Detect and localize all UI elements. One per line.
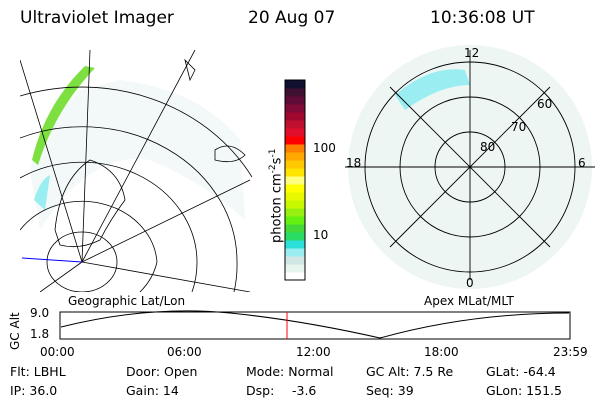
mlat-label-80: 80 bbox=[480, 140, 496, 154]
ytick-9: 9.0 bbox=[30, 306, 50, 320]
geographic-label: Geographic Lat/Lon bbox=[68, 294, 186, 308]
colorbar-swatch bbox=[285, 208, 305, 217]
seq-info: Seq: 39 bbox=[366, 383, 414, 398]
geographic-map bbox=[20, 50, 252, 292]
colorbar-swatch bbox=[285, 176, 305, 185]
date-label: 20 Aug 07 bbox=[248, 8, 336, 28]
mlat-label-60: 60 bbox=[537, 97, 553, 111]
colorbar-swatch bbox=[285, 112, 305, 121]
colorbar-swatch bbox=[285, 256, 305, 265]
apex-label: Apex MLat/MLT bbox=[424, 294, 514, 308]
mlt-label-6: 6 bbox=[578, 156, 586, 170]
gc-alt-axis-label: GC Alt bbox=[8, 312, 22, 350]
colorbar-swatch bbox=[285, 184, 305, 193]
gc-alt-info: GC Alt: 7.5 Re bbox=[366, 364, 454, 379]
colorbar bbox=[285, 80, 305, 281]
glat-info: GLat: -64.4 bbox=[486, 364, 556, 379]
colorbar-label: photon cm-2s-1 bbox=[268, 148, 285, 243]
gain-info: Gain: 14 bbox=[126, 383, 179, 398]
mlt-label-12: 12 bbox=[464, 46, 480, 60]
colorbar-swatch bbox=[285, 264, 305, 273]
xtick-0600: 06:00 bbox=[167, 345, 202, 359]
time-label: 10:36:08 UT bbox=[430, 8, 535, 28]
auroral-oval-emission bbox=[32, 66, 95, 165]
colorbar-swatch bbox=[285, 248, 305, 257]
door-info: Door: Open bbox=[126, 364, 198, 379]
colorbar-swatch bbox=[285, 240, 305, 249]
mlt-label-0: 0 bbox=[466, 276, 474, 290]
colorbar-swatch bbox=[285, 128, 305, 137]
dsp-label: Dsp: bbox=[246, 383, 275, 398]
mode-info: Mode: Normal bbox=[246, 364, 334, 379]
colorbar-swatch bbox=[285, 192, 305, 201]
altitude-timeline bbox=[59, 311, 571, 340]
xtick-1200: 12:00 bbox=[296, 345, 331, 359]
colorbar-swatch bbox=[285, 144, 305, 153]
colorbar-swatch bbox=[285, 168, 305, 177]
xtick-2359: 23:59 bbox=[553, 345, 588, 359]
colorbar-swatch bbox=[285, 160, 305, 169]
colorbar-swatch bbox=[285, 200, 305, 209]
dsp-value: -3.6 bbox=[292, 383, 317, 398]
colorbar-swatch bbox=[285, 136, 305, 145]
instrument-title: Ultraviolet Imager bbox=[20, 8, 174, 28]
mlat-label-70: 70 bbox=[511, 120, 527, 134]
altitude-curve bbox=[60, 310, 570, 339]
colorbar-swatch bbox=[285, 232, 305, 241]
colorbar-tick-10: 10 bbox=[313, 228, 329, 242]
colorbar-swatch bbox=[285, 216, 305, 225]
colorbar-swatch bbox=[285, 120, 305, 129]
polar-mlat-mlt-plot bbox=[345, 45, 595, 289]
colorbar-swatch bbox=[285, 224, 305, 233]
ytick-1.8: 1.8 bbox=[30, 327, 50, 341]
colorbar-swatch bbox=[285, 96, 305, 105]
xtick-0000: 00:00 bbox=[40, 345, 75, 359]
colorbar-swatch bbox=[285, 272, 305, 281]
xtick-1800: 18:00 bbox=[424, 345, 459, 359]
colorbar-swatch bbox=[285, 104, 305, 113]
filter-info: Flt: LBHL bbox=[10, 364, 66, 379]
ip-info: IP: 36.0 bbox=[10, 383, 58, 398]
colorbar-swatch bbox=[285, 152, 305, 161]
colorbar-swatch bbox=[285, 88, 305, 97]
colorbar-tick-100: 100 bbox=[313, 141, 336, 155]
colorbar-swatch bbox=[285, 80, 305, 89]
glon-info: GLon: 151.5 bbox=[486, 383, 562, 398]
mlt-label-18: 18 bbox=[346, 156, 362, 170]
